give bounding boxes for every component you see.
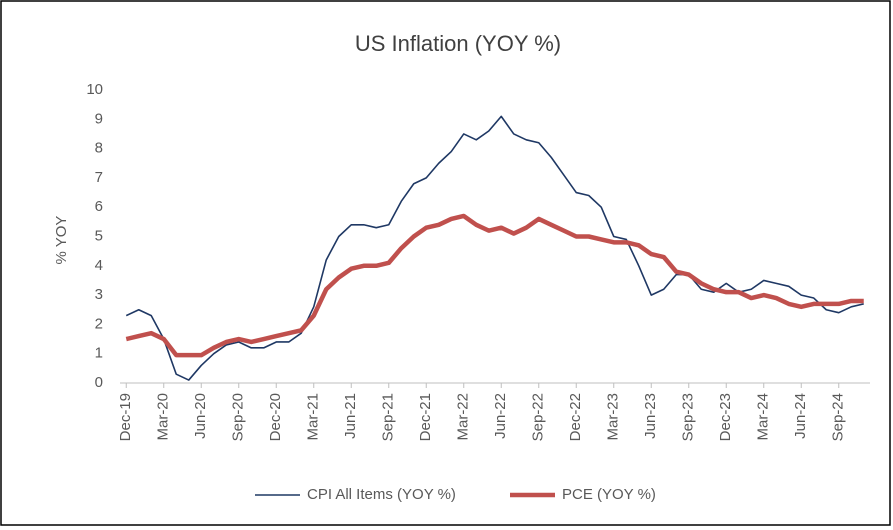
y-tick-label: 0 [95, 374, 103, 391]
y-tick-label: 4 [95, 257, 103, 274]
y-axis-label: % YOY [53, 216, 70, 265]
x-tick-label: Mar-22 [455, 393, 472, 441]
legend-label: CPI All Items (YOY %) [307, 486, 456, 503]
y-tick-label: 1 [95, 345, 103, 362]
y-tick-label: 7 [95, 169, 103, 186]
x-tick-label: Dec-23 [717, 393, 734, 441]
x-tick-label: Sep-21 [380, 393, 397, 441]
x-tick-label: Jun-23 [642, 393, 659, 439]
legend-label: PCE (YOY %) [562, 486, 656, 503]
x-tick-label: Jun-20 [192, 393, 209, 439]
x-tick-label: Jun-24 [792, 393, 809, 439]
x-tick-label: Dec-19 [117, 393, 134, 441]
x-tick-label: Sep-23 [680, 393, 697, 441]
x-tick-label: Sep-22 [530, 393, 547, 441]
x-tick-label: Sep-20 [230, 393, 247, 441]
y-tick-label: 5 [95, 227, 103, 244]
x-tick-label: Mar-24 [755, 393, 772, 441]
x-tick-label: Mar-21 [305, 393, 322, 441]
x-tick-label: Dec-22 [567, 393, 584, 441]
x-tick-label: Mar-20 [155, 393, 172, 441]
y-tick-label: 2 [95, 315, 103, 332]
x-tick-label: Sep-24 [830, 393, 847, 441]
y-tick-label: 10 [86, 81, 103, 98]
chart-title: US Inflation (YOY %) [355, 31, 561, 56]
x-tick-label: Dec-20 [267, 393, 284, 441]
x-tick-label: Dec-21 [417, 393, 434, 441]
x-tick-label: Mar-23 [605, 393, 622, 441]
y-tick-label: 9 [95, 110, 103, 127]
y-tick-label: 6 [95, 198, 103, 215]
y-tick-label: 8 [95, 140, 103, 157]
x-tick-label: Jun-22 [492, 393, 509, 439]
series-line [125, 213, 864, 358]
x-tick-label: Jun-21 [342, 393, 359, 439]
y-tick-label: 3 [95, 286, 103, 303]
